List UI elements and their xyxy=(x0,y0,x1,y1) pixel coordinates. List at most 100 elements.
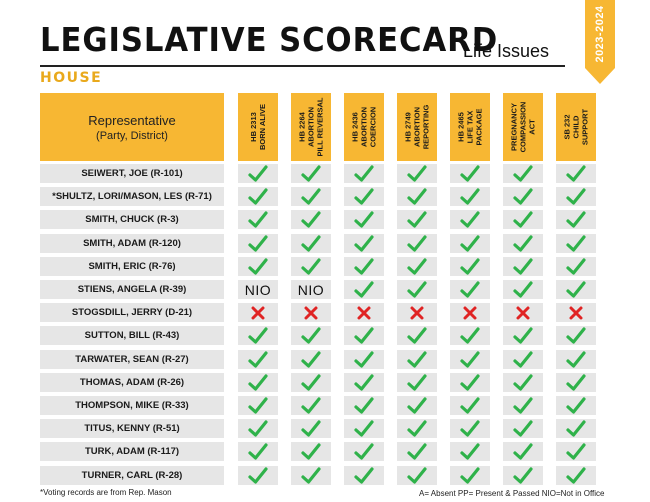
vote-cell xyxy=(450,466,490,485)
check-icon xyxy=(407,234,427,252)
check-icon xyxy=(566,373,586,391)
vote-cell xyxy=(291,210,331,229)
title-divider xyxy=(40,65,565,67)
vote-cell xyxy=(291,164,331,183)
check-icon xyxy=(354,396,374,414)
check-icon xyxy=(407,396,427,414)
vote-cell xyxy=(450,350,490,369)
vote-cell xyxy=(397,396,437,415)
bill-header-text: HB 2436 ABORTION COERCION xyxy=(351,94,378,160)
vote-cell xyxy=(450,303,490,322)
vote-cell xyxy=(344,350,384,369)
vote-cell xyxy=(291,466,331,485)
check-icon xyxy=(460,210,480,228)
vote-cell xyxy=(291,396,331,415)
check-icon xyxy=(354,164,374,182)
check-icon xyxy=(407,187,427,205)
bill-title-line: COERCION xyxy=(368,106,378,148)
check-icon xyxy=(566,442,586,460)
vote-cell xyxy=(450,187,490,206)
vote-cell xyxy=(238,303,278,322)
vote-cell xyxy=(556,350,596,369)
check-icon xyxy=(513,396,533,414)
ribbon-shape xyxy=(585,0,615,84)
check-icon xyxy=(513,466,533,484)
representative-name: SMITH, ADAM (R-120) xyxy=(40,234,224,253)
check-icon xyxy=(513,419,533,437)
vote-cell xyxy=(344,257,384,276)
check-icon xyxy=(301,350,321,368)
vote-cell xyxy=(291,442,331,461)
x-icon xyxy=(516,306,530,319)
representative-name: STOGSDILL, JERRY (D-21) xyxy=(40,303,224,322)
check-icon xyxy=(354,210,374,228)
bill-column-header: HB 2313 BORN ALIVE xyxy=(238,93,278,161)
check-icon xyxy=(566,419,586,437)
vote-cell xyxy=(503,326,543,345)
check-icon xyxy=(301,373,321,391)
check-icon xyxy=(407,164,427,182)
vote-cell xyxy=(556,257,596,276)
x-icon xyxy=(251,306,265,319)
footnote: *Voting records are from Rep. Mason xyxy=(40,488,172,497)
vote-cell xyxy=(238,164,278,183)
bill-number: HB 2264 xyxy=(297,112,307,142)
vote-cell xyxy=(503,466,543,485)
vote-cell xyxy=(238,373,278,392)
check-icon xyxy=(460,442,480,460)
x-icon xyxy=(304,306,318,319)
check-icon xyxy=(407,280,427,298)
vote-cell xyxy=(556,396,596,415)
vote-cell xyxy=(397,234,437,253)
bill-column-header: SB 232 CHILD SUPPORT xyxy=(556,93,596,161)
bill-title-line: PREGNANCY xyxy=(509,103,519,151)
bill-column-header: HB 2264 ABORTION PILL REVERSAL xyxy=(291,93,331,161)
bill-number: SB 232 xyxy=(562,114,572,140)
representative-name: SUTTON, BILL (R-43) xyxy=(40,326,224,345)
bill-number: HB 2465 xyxy=(456,112,466,142)
year-range: 2023-2024 xyxy=(594,5,606,63)
check-icon xyxy=(301,187,321,205)
vote-cell xyxy=(556,466,596,485)
vote-cell xyxy=(291,373,331,392)
check-icon xyxy=(248,442,268,460)
bill-title-line: ACT xyxy=(527,119,537,135)
vote-cell xyxy=(291,350,331,369)
vote-cell xyxy=(397,164,437,183)
vote-cell xyxy=(238,442,278,461)
vote-cell xyxy=(238,187,278,206)
check-icon xyxy=(301,419,321,437)
check-icon xyxy=(407,257,427,275)
x-icon xyxy=(463,306,477,319)
vote-cell xyxy=(344,164,384,183)
vote-cell xyxy=(556,234,596,253)
check-icon xyxy=(407,210,427,228)
bill-title-line: BORN ALIVE xyxy=(258,104,267,150)
vote-cell xyxy=(556,303,596,322)
bill-column-header: HB 2436 ABORTION COERCION xyxy=(344,93,384,161)
check-icon xyxy=(354,187,374,205)
vote-cell xyxy=(450,396,490,415)
x-icon xyxy=(569,306,583,319)
check-icon xyxy=(566,396,586,414)
check-icon xyxy=(407,466,427,484)
representative-name: SMITH, ERIC (R-76) xyxy=(40,257,224,276)
bill-number: HB 2313 xyxy=(249,112,258,142)
check-icon xyxy=(301,326,321,344)
vote-cell xyxy=(291,419,331,438)
bill-title-line: SUPPORT xyxy=(580,108,590,146)
representative-header-label: Representative xyxy=(88,112,176,128)
vote-cell xyxy=(344,326,384,345)
bill-column-header: HB 2749 ABORTION REPORTING xyxy=(397,93,437,161)
vote-cell xyxy=(291,303,331,322)
vote-cell xyxy=(238,396,278,415)
check-icon xyxy=(566,257,586,275)
bill-title-line: LIFE TAX xyxy=(465,110,475,144)
check-icon xyxy=(513,350,533,368)
vote-cell xyxy=(397,442,437,461)
representative-header-sublabel: (Party, District) xyxy=(96,129,168,142)
vote-status-text: NIO xyxy=(244,281,272,298)
check-icon xyxy=(248,466,268,484)
vote-cell xyxy=(503,419,543,438)
vote-cell xyxy=(556,419,596,438)
